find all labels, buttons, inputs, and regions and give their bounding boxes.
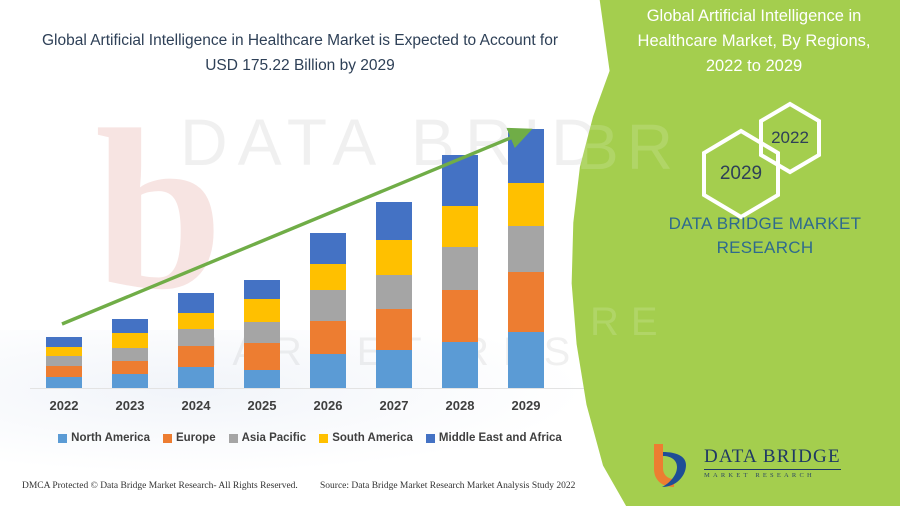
chart-legend: North America Europe Asia Pacific South Ame…	[32, 432, 588, 444]
bar-segment-south-america	[310, 264, 346, 290]
logo-text-block: DATA BRIDGE MARKET RESEARCH	[704, 446, 841, 479]
bar-segment-south-america	[508, 183, 544, 226]
green-watermark-line2: RE	[590, 300, 670, 344]
brand-text-green-panel: DATA BRIDGE MARKET RESEARCH	[640, 212, 890, 260]
legend-swatch-icon	[58, 433, 68, 443]
x-axis-label-2024: 2024	[181, 398, 211, 413]
chart-baseline	[30, 388, 590, 389]
legend-label: Asia Pacific	[241, 432, 307, 444]
legend-item-south-america[interactable]: South America	[319, 432, 413, 444]
bar-segment-asia-pacific	[244, 322, 280, 343]
bar-segment-north-america	[442, 342, 478, 388]
footer-source-text: Source: Data Bridge Market Research Mark…	[320, 481, 576, 491]
bar-segment-middle-east-and-africa	[376, 202, 412, 240]
x-axis-label-2028: 2028	[445, 398, 475, 413]
logo-b-mark-icon	[654, 444, 686, 487]
legend-swatch-icon	[425, 433, 435, 443]
bar-2023	[112, 319, 148, 388]
legend-label: South America	[332, 432, 413, 444]
legend-item-europe[interactable]: Europe	[162, 432, 216, 444]
bar-segment-north-america	[310, 354, 346, 388]
bar-2026	[310, 233, 346, 388]
bar-segment-middle-east-and-africa	[112, 319, 148, 333]
bar-segment-south-america	[46, 347, 82, 356]
hexagon-2029: 2029	[700, 128, 782, 220]
hexagon-outline-icon	[759, 101, 821, 175]
bar-segment-south-america	[442, 206, 478, 247]
hexagon-2022-label: 2022	[771, 128, 809, 147]
bar-segment-north-america	[508, 332, 544, 388]
bar-segment-middle-east-and-africa	[178, 293, 214, 313]
logo-subtitle: MARKET RESEARCH	[704, 472, 815, 479]
legend-item-middle-east-and-africa[interactable]: Middle East and Africa	[425, 432, 562, 444]
legend-label: Europe	[175, 432, 216, 444]
legend-swatch-icon	[162, 433, 172, 443]
bar-segment-europe	[178, 346, 214, 367]
bar-segment-south-america	[376, 240, 412, 275]
bar-segment-asia-pacific	[310, 290, 346, 321]
right-panel-title: Global Artificial Intelligence in Health…	[637, 7, 871, 75]
hexagon-2029-label: 2029	[719, 163, 763, 184]
bar-segment-europe	[310, 321, 346, 354]
bar-segment-north-america	[46, 377, 82, 388]
legend-item-north-america[interactable]: North America	[58, 432, 150, 444]
bar-segment-south-america	[178, 313, 214, 329]
bar-segment-north-america	[178, 367, 214, 388]
bar-segment-south-america	[244, 299, 280, 322]
bar-segment-middle-east-and-africa	[244, 280, 280, 299]
x-axis-label-2023: 2023	[115, 398, 145, 413]
bar-segment-south-america	[112, 333, 148, 348]
page-title: Global Artificial Intelligence in Health…	[41, 32, 559, 74]
bar-segment-europe	[376, 309, 412, 350]
x-axis-label-2029: 2029	[511, 398, 541, 413]
bar-segment-north-america	[244, 370, 280, 388]
stacked-bar-chart	[0, 110, 600, 388]
x-axis-label-2026: 2026	[313, 398, 343, 413]
data-bridge-logo: DATA BRIDGE MARKET RESEARCH	[650, 440, 890, 496]
bar-2028	[442, 155, 478, 388]
x-axis-label-2025: 2025	[247, 398, 277, 413]
bar-segment-asia-pacific	[178, 329, 214, 346]
legend-swatch-icon	[319, 433, 329, 443]
logo-name: DATA BRIDGE	[704, 446, 841, 470]
brand-line-1: DATA BRIDGE MARKET	[668, 214, 862, 233]
bar-2022	[46, 337, 82, 388]
legend-label: Middle East and Africa	[438, 432, 562, 444]
bar-segment-north-america	[112, 374, 148, 388]
footer-dmca-text: DMCA Protected © Data Bridge Market Rese…	[22, 481, 298, 491]
bar-segment-europe	[112, 361, 148, 374]
hexagon-2022: 2022	[757, 101, 823, 175]
bar-segment-asia-pacific	[442, 247, 478, 290]
bar-2024	[178, 293, 214, 388]
bar-segment-asia-pacific	[112, 348, 148, 361]
x-axis-label-2027: 2027	[379, 398, 409, 413]
bar-segment-asia-pacific	[376, 275, 412, 309]
bar-segment-europe	[442, 290, 478, 342]
bar-segment-europe	[508, 272, 544, 332]
bar-2029	[508, 129, 544, 388]
bar-segment-europe	[244, 343, 280, 370]
bar-segment-europe	[46, 366, 82, 377]
legend-swatch-icon	[228, 433, 238, 443]
legend-label: North America	[71, 432, 150, 444]
bar-segment-middle-east-and-africa	[442, 155, 478, 206]
bar-segment-middle-east-and-africa	[508, 129, 544, 183]
x-axis-label-2022: 2022	[49, 398, 79, 413]
bar-segment-asia-pacific	[508, 226, 544, 272]
bar-segment-middle-east-and-africa	[310, 233, 346, 264]
brand-line-2: RESEARCH	[716, 238, 814, 257]
bar-2025	[244, 280, 280, 388]
bar-segment-north-america	[376, 350, 412, 388]
bar-2027	[376, 202, 412, 388]
bar-segment-asia-pacific	[46, 356, 82, 366]
legend-item-asia-pacific[interactable]: Asia Pacific	[228, 432, 307, 444]
bar-segment-middle-east-and-africa	[46, 337, 82, 347]
hexagon-outline-icon	[702, 128, 780, 220]
